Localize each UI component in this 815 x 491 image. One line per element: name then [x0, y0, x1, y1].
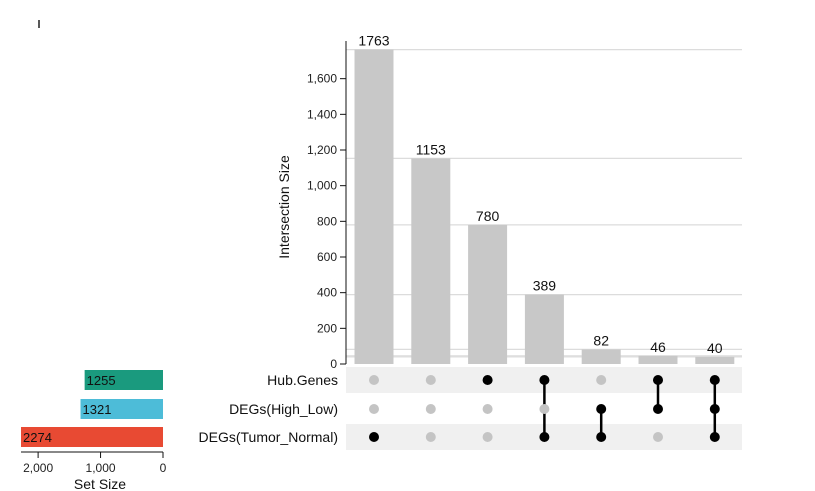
set-size-bar [84, 370, 163, 390]
intersection-bar [695, 356, 735, 364]
y-tick-label: 1,000 [307, 179, 337, 193]
set-size-tick-label: 1,000 [86, 461, 116, 475]
matrix-dot-empty [425, 432, 436, 442]
y-tick-label: 200 [317, 321, 337, 335]
intersection-bar-labels: 1763 1153 780 389 82 46 40 [358, 33, 722, 356]
matrix-dot-empty [596, 375, 607, 385]
intersection-bar-label: 1153 [416, 141, 446, 157]
intersection-bar [638, 355, 678, 364]
y-tick-label: 1,200 [307, 143, 337, 157]
set-size-tick-label: 0 [160, 461, 167, 475]
matrix-dot-filled [539, 432, 550, 442]
intersection-bars [354, 49, 735, 365]
matrix-dot-filled [653, 375, 663, 385]
set-size-bar [80, 399, 163, 419]
intersection-matrix [346, 367, 742, 450]
matrix-dot-empty [369, 375, 379, 385]
matrix-dot-filled [709, 375, 720, 385]
matrix-dot-empty [425, 375, 436, 385]
matrix-dot-empty [369, 404, 379, 414]
y-tick-label: 400 [317, 286, 337, 300]
set-size-axis: 2,000 1,000 0 [21, 451, 167, 475]
matrix-dot-filled [539, 375, 550, 385]
matrix-dot-empty [653, 432, 663, 442]
set-size-tick-label: 2,000 [23, 461, 53, 475]
intersection-bar [524, 294, 564, 364]
intersection-bar [354, 49, 394, 365]
matrix-dot-empty [482, 432, 493, 442]
intersection-bar-label: 82 [593, 332, 609, 348]
matrix-dot-filled [653, 404, 663, 414]
y-tick-label: 600 [317, 250, 337, 264]
intersection-bar-label: 780 [476, 208, 500, 224]
set-name: DEGs(High_Low) [229, 401, 338, 417]
matrix-dot-empty [539, 404, 550, 414]
matrix-dot-filled [596, 404, 607, 414]
intersection-bar [411, 158, 451, 364]
set-size-bars: 1255 1321 2274 [21, 370, 163, 447]
matrix-dot-filled [709, 432, 720, 442]
set-size-axis-title: Set Size [74, 476, 126, 491]
intersection-bar-label: 1763 [358, 33, 389, 49]
set-size-label: 1321 [83, 402, 112, 417]
y-tick-label: 1,600 [307, 72, 337, 86]
set-names: Hub.Genes DEGs(High_Low) DEGs(Tumor_Normal… [199, 372, 339, 445]
y-axis-title: Intersection Size [276, 155, 292, 259]
y-tick-label: 800 [317, 214, 337, 228]
intersection-bar-label: 389 [533, 278, 557, 294]
set-name: Hub.Genes [267, 372, 338, 388]
set-size-bar [21, 427, 163, 447]
set-name: DEGs(Tumor_Normal) [199, 429, 339, 445]
intersection-bar-label: 40 [707, 340, 723, 356]
set-size-label: 2274 [23, 430, 52, 445]
y-tick-label: 1,400 [307, 107, 337, 121]
matrix-dot-empty [482, 404, 493, 414]
y-tick-label: 0 [330, 357, 337, 371]
set-size-label: 1255 [87, 373, 116, 388]
intersection-bar [581, 349, 621, 364]
matrix-dot-filled [709, 404, 720, 414]
intersection-bar [468, 224, 508, 364]
intersection-bar-label: 46 [650, 339, 666, 355]
matrix-dot-filled [596, 432, 607, 442]
matrix-dot-filled [482, 375, 493, 385]
matrix-dot-empty [425, 404, 436, 414]
y-axis: 0 200 400 600 800 1,000 1,200 1,400 1,600 [307, 41, 347, 371]
matrix-dot-filled [369, 432, 379, 442]
